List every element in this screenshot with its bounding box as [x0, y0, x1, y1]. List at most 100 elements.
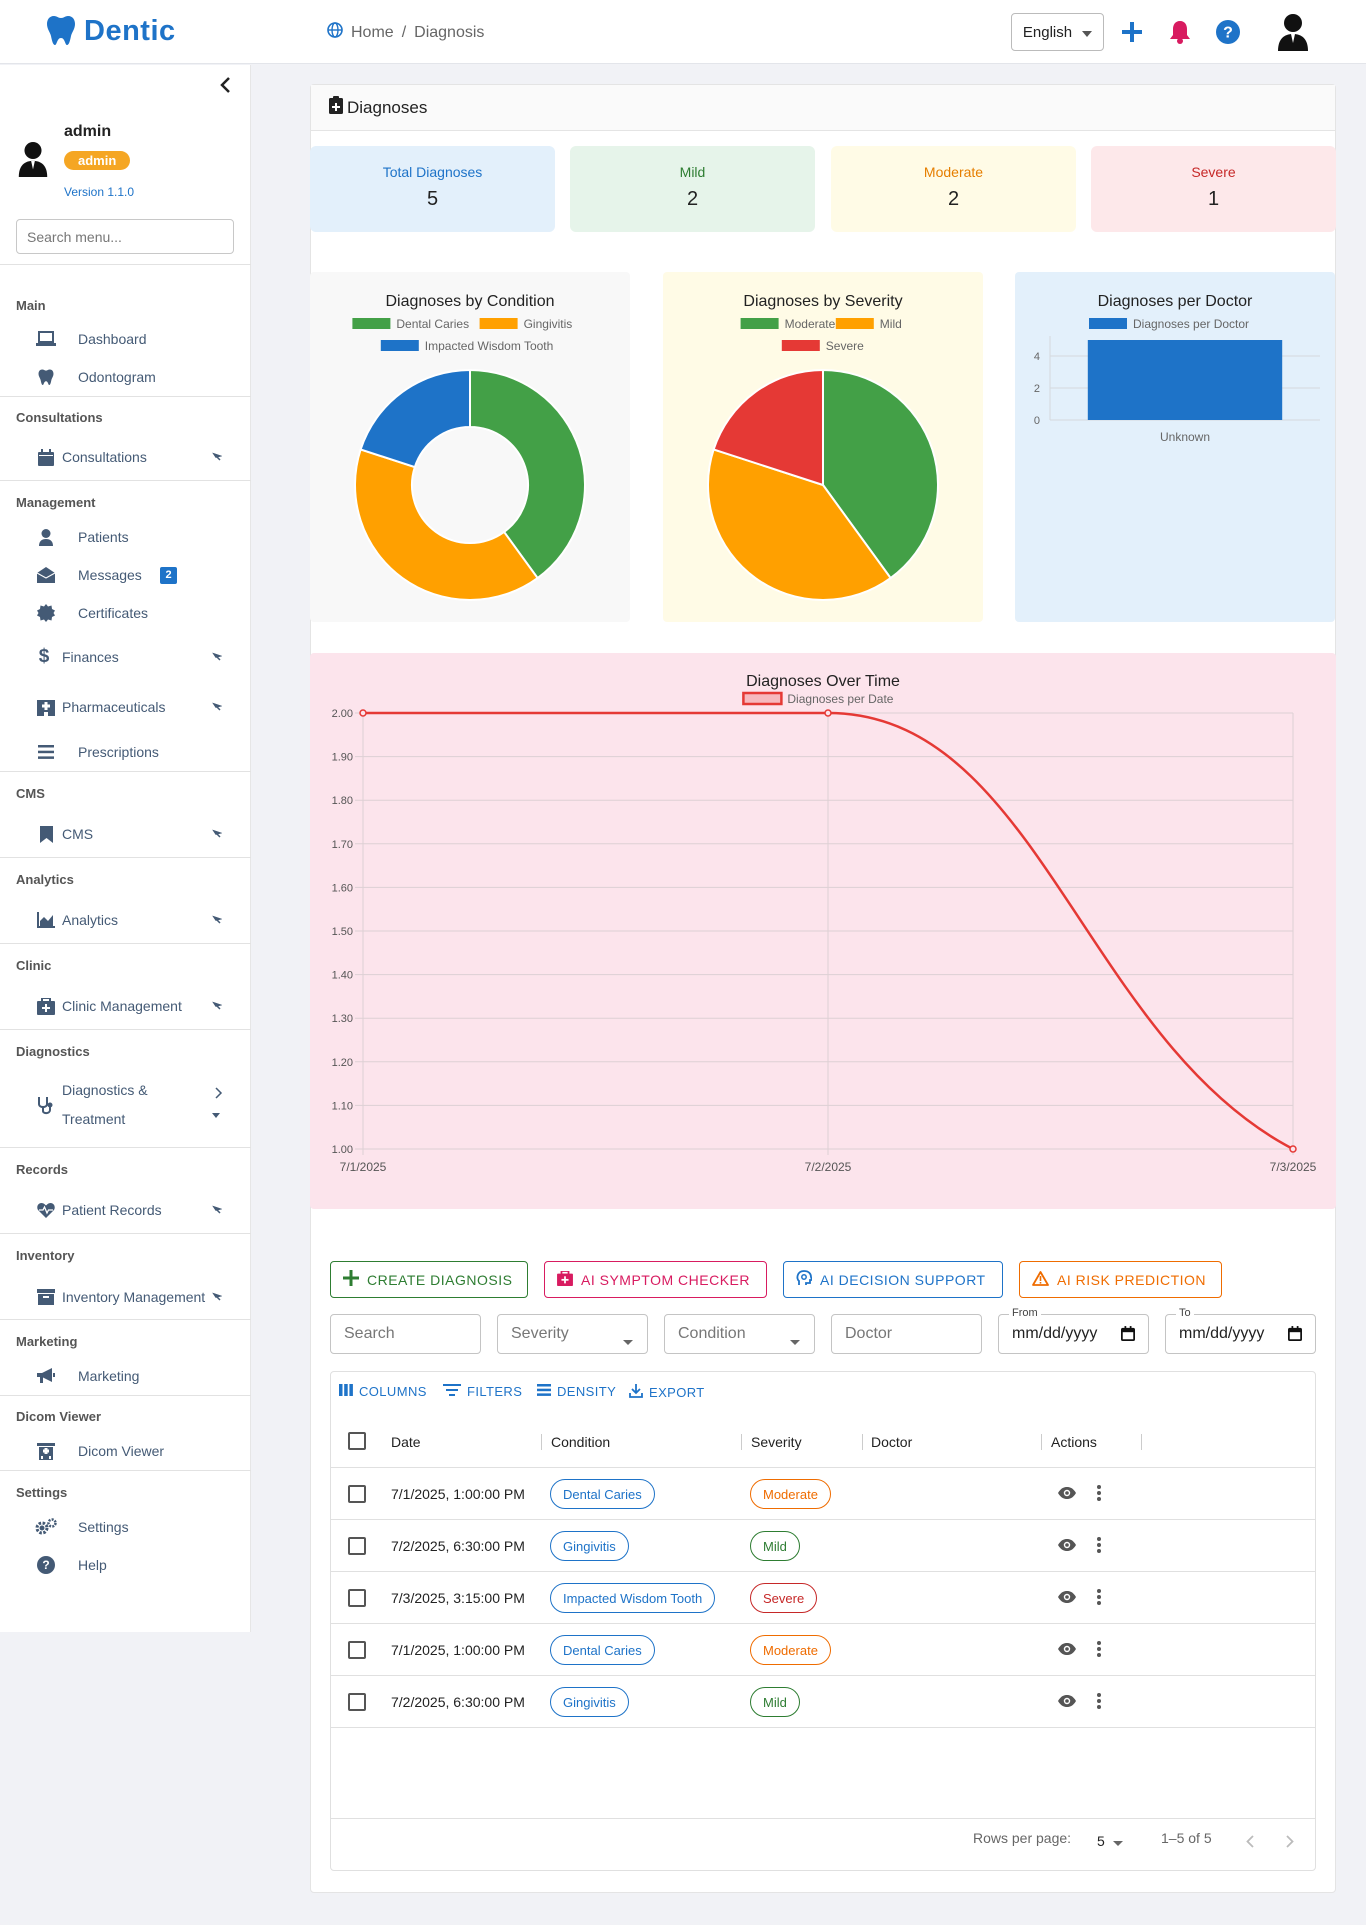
sidebar-item-messages[interactable]: Messages 2: [0, 560, 251, 590]
sidebar-item-clinic-management[interactable]: Clinic Management: [0, 991, 251, 1021]
legend-swatch[interactable]: [781, 340, 820, 351]
ai-symptom-checker-button[interactable]: AI SYMPTOM CHECKER: [544, 1261, 767, 1298]
row-checkbox[interactable]: [348, 1693, 366, 1711]
column-separator[interactable]: [862, 1434, 863, 1450]
more-vert-icon[interactable]: [1097, 1537, 1101, 1556]
user-avatar-icon[interactable]: [1274, 12, 1312, 52]
sidebar-item-prescriptions[interactable]: Prescriptions: [0, 737, 251, 767]
add-icon[interactable]: [1116, 16, 1148, 48]
data-point[interactable]: [824, 709, 832, 717]
calendar-icon[interactable]: [1288, 1326, 1302, 1346]
sidebar-item-cms[interactable]: CMS: [0, 819, 251, 849]
help-icon[interactable]: ?: [1212, 16, 1244, 48]
filters-button[interactable]: FILTERS: [443, 1384, 522, 1399]
more-vert-icon[interactable]: [1097, 1589, 1101, 1608]
pie-slice[interactable]: [354, 448, 539, 601]
app-logo[interactable]: Dentic: [46, 14, 176, 49]
row-checkbox[interactable]: [348, 1485, 366, 1503]
breadcrumb-home[interactable]: Home: [351, 23, 394, 41]
next-page-icon[interactable]: [1286, 1835, 1294, 1851]
severity-select[interactable]: Severity: [497, 1314, 648, 1354]
row-checkbox[interactable]: [348, 1641, 366, 1659]
legend-label[interactable]: Impacted Wisdom Tooth: [425, 339, 554, 353]
bar[interactable]: [1087, 340, 1283, 420]
column-separator[interactable]: [1141, 1434, 1142, 1450]
column-condition[interactable]: Condition: [551, 1434, 611, 1450]
collapse-sidebar-button[interactable]: [212, 73, 238, 99]
more-vert-icon[interactable]: [1097, 1485, 1101, 1504]
legend-label[interactable]: Moderate: [785, 317, 836, 331]
sidebar-item-patients[interactable]: Patients: [0, 522, 251, 552]
table-row[interactable]: 7/2/2025, 6:30:00 PM Gingivitis Mild: [331, 1676, 1315, 1728]
more-vert-icon[interactable]: [1097, 1641, 1101, 1660]
sidebar-item-inventory-management[interactable]: Inventory Management: [0, 1282, 251, 1312]
sidebar-item-dashboard[interactable]: Dashboard: [0, 324, 251, 354]
condition-select[interactable]: Condition: [664, 1314, 815, 1354]
sidebar-item-consultations[interactable]: Consultations: [0, 442, 251, 472]
search-input[interactable]: Search: [330, 1314, 481, 1354]
pie-slice[interactable]: [822, 368, 939, 580]
menu-search-input[interactable]: [16, 219, 234, 254]
table-row[interactable]: 7/1/2025, 1:00:00 PM Dental Caries Moderat…: [331, 1468, 1315, 1520]
legend-label[interactable]: Mild: [880, 317, 902, 331]
legend-swatch[interactable]: [479, 318, 518, 329]
sidebar-item-pharmaceuticals[interactable]: Pharmaceuticals: [0, 692, 251, 722]
legend-label[interactable]: Diagnoses per Date: [787, 692, 893, 706]
legend-label[interactable]: Dental Caries: [396, 317, 469, 331]
legend-swatch[interactable]: [1089, 318, 1127, 329]
sidebar-item-settings[interactable]: Settings: [0, 1512, 251, 1542]
density-button[interactable]: DENSITY: [537, 1384, 616, 1399]
view-eye-icon[interactable]: [1057, 1642, 1077, 1659]
view-eye-icon[interactable]: [1057, 1694, 1077, 1711]
column-doctor[interactable]: Doctor: [871, 1434, 913, 1450]
legend-swatch[interactable]: [380, 340, 419, 351]
sidebar-item-analytics[interactable]: Analytics: [0, 905, 251, 935]
data-point[interactable]: [359, 709, 367, 717]
more-vert-icon[interactable]: [1097, 1693, 1101, 1712]
ai-decision-support-button[interactable]: AI DECISION SUPPORT: [783, 1261, 1003, 1298]
calendar-icon[interactable]: [1121, 1326, 1135, 1346]
column-separator[interactable]: [1041, 1434, 1042, 1450]
sidebar-item-help[interactable]: ? Help: [0, 1550, 251, 1580]
legend-swatch[interactable]: [740, 318, 779, 329]
sidebar-item-odontogram[interactable]: Odontogram: [0, 362, 251, 392]
data-point[interactable]: [1289, 1145, 1297, 1153]
previous-page-icon[interactable]: [1246, 1835, 1254, 1851]
create-diagnosis-button[interactable]: CREATE DIAGNOSIS: [330, 1261, 528, 1298]
column-separator[interactable]: [741, 1434, 742, 1450]
pie-slice[interactable]: [707, 448, 892, 601]
language-select[interactable]: English: [1011, 13, 1104, 51]
bell-icon[interactable]: [1164, 16, 1196, 48]
columns-button[interactable]: COLUMNS: [339, 1384, 427, 1399]
column-date[interactable]: Date: [391, 1434, 421, 1450]
legend-swatch[interactable]: [835, 318, 874, 329]
select-all-checkbox[interactable]: [348, 1432, 366, 1450]
table-row[interactable]: 7/1/2025, 1:00:00 PM Dental Caries Moderat…: [331, 1624, 1315, 1676]
view-eye-icon[interactable]: [1057, 1486, 1077, 1503]
view-eye-icon[interactable]: [1057, 1590, 1077, 1607]
sidebar-item-marketing[interactable]: Marketing: [0, 1361, 251, 1391]
sidebar-item-diagnostics-treatment[interactable]: Diagnostics & Treatment: [0, 1076, 251, 1136]
table-row[interactable]: 7/3/2025, 3:15:00 PM Impacted Wisdom Toot…: [331, 1572, 1315, 1624]
doctor-input[interactable]: Doctor: [831, 1314, 982, 1354]
pie-slice[interactable]: [359, 368, 471, 469]
pie-slice[interactable]: [469, 368, 586, 580]
legend-label[interactable]: Diagnoses per Doctor: [1133, 317, 1249, 331]
from-date-input[interactable]: From mm/dd/yyyy: [998, 1307, 1149, 1354]
legend-label[interactable]: Gingivitis: [524, 317, 573, 331]
sidebar-item-dicom-viewer[interactable]: Dicom Viewer: [0, 1436, 251, 1466]
row-checkbox[interactable]: [348, 1589, 366, 1607]
sidebar-item-finances[interactable]: $ Finances: [0, 642, 251, 672]
sidebar-item-certificates[interactable]: Certificates: [0, 598, 251, 628]
column-severity[interactable]: Severity: [751, 1434, 802, 1450]
legend-label[interactable]: Severe: [826, 339, 864, 353]
to-date-input[interactable]: To mm/dd/yyyy: [1165, 1307, 1316, 1354]
legend-swatch[interactable]: [742, 691, 783, 706]
table-row[interactable]: 7/2/2025, 6:30:00 PM Gingivitis Mild: [331, 1520, 1315, 1572]
column-separator[interactable]: [541, 1434, 542, 1450]
pie-slice[interactable]: [712, 368, 824, 487]
export-button[interactable]: EXPORT: [629, 1384, 705, 1401]
ai-risk-prediction-button[interactable]: AI RISK PREDICTION: [1019, 1261, 1222, 1298]
legend-swatch[interactable]: [352, 318, 391, 329]
rows-per-page-select[interactable]: 5: [1097, 1833, 1123, 1849]
